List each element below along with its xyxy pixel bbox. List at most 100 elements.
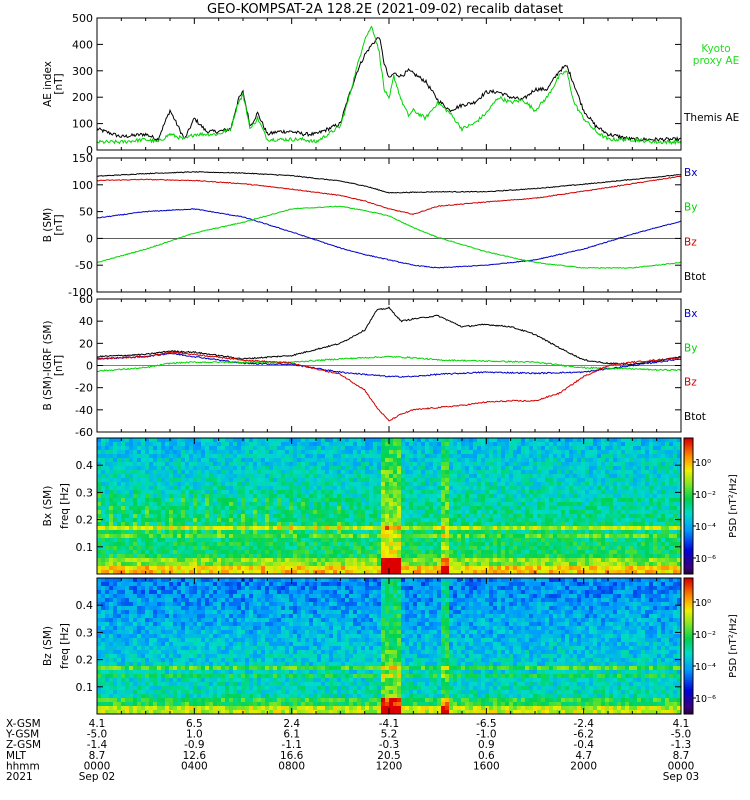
spectrogram-cell: [409, 490, 414, 495]
spectrogram-cell: [557, 562, 562, 567]
spectrogram-cell: [521, 494, 526, 499]
spectrogram-cell: [345, 482, 350, 487]
spectrogram-cell: [633, 494, 638, 499]
spectrogram-cell: [565, 538, 570, 543]
spectrogram-cell: [305, 442, 310, 447]
spectrogram-cell: [377, 538, 382, 543]
spectrogram-cell: [637, 482, 642, 487]
spectrogram-cell: [477, 474, 482, 479]
spectrogram-cell: [277, 446, 282, 451]
spectrogram-cell: [345, 506, 350, 511]
spectrogram-cell: [457, 498, 462, 503]
spectrogram-cell: [385, 482, 390, 487]
spectrogram-cell: [237, 466, 242, 471]
spectrogram-cell: [413, 546, 418, 551]
spectrogram-cell: [317, 534, 322, 539]
spectrogram-cell: [113, 502, 118, 507]
spectrogram-cell: [613, 542, 618, 547]
spectrogram-cell: [545, 486, 550, 491]
spectrogram-cell: [297, 450, 302, 455]
spectrogram-cell: [445, 466, 450, 471]
spectrogram-cell: [393, 474, 398, 479]
spectrogram-cell: [185, 502, 190, 507]
spectrogram-cell: [481, 542, 486, 547]
spectrogram-cell: [553, 510, 558, 515]
spectrogram-cell: [645, 466, 650, 471]
spectrogram-cell: [493, 446, 498, 451]
spectrogram-cell: [121, 510, 126, 515]
spectrogram-cell: [501, 550, 506, 555]
spectrogram-cell: [257, 450, 262, 455]
spectrogram-cell: [213, 470, 218, 475]
y-axis-label: B (SM): [42, 208, 54, 242]
spectrogram-cell: [645, 558, 650, 563]
spectrogram-cell: [649, 462, 654, 467]
spectrogram-cell: [149, 470, 154, 475]
spectrogram-cell: [133, 566, 138, 571]
spectrogram-cell: [209, 526, 214, 531]
spectrogram-cell: [329, 446, 334, 451]
spectrogram-cell: [505, 466, 510, 471]
spectrogram-cell: [229, 546, 234, 551]
spectrogram-cell: [417, 438, 422, 443]
spectrogram-cell: [561, 458, 566, 463]
spectrogram-cell: [569, 482, 574, 487]
spectrogram-cell: [141, 510, 146, 515]
spectrogram-cell: [201, 470, 206, 475]
spectrogram-cell: [201, 542, 206, 547]
spectrogram-cell: [377, 494, 382, 499]
spectrogram-cell: [345, 478, 350, 483]
spectrogram-cell: [113, 482, 118, 487]
spectrogram-cell: [173, 518, 178, 523]
spectrogram-cell: [593, 562, 598, 567]
spectrogram-cell: [629, 478, 634, 483]
spectrogram-cell: [561, 566, 566, 571]
spectrogram-cell: [385, 554, 390, 559]
spectrogram-cell: [173, 446, 178, 451]
spectrogram-cell: [289, 462, 294, 467]
spectrogram-cell: [133, 474, 138, 479]
spectrogram-cell: [625, 502, 630, 507]
spectrogram-cell: [201, 454, 206, 459]
spectrogram-cell: [509, 470, 514, 475]
spectrogram-cell: [457, 450, 462, 455]
spectrogram-cell: [285, 450, 290, 455]
spectrogram-cell: [157, 450, 162, 455]
spectrogram-cell: [293, 514, 298, 519]
spectrogram-cell: [533, 522, 538, 527]
spectrogram-cell: [109, 490, 114, 495]
spectrogram-cell: [345, 514, 350, 519]
spectrogram-cell: [521, 554, 526, 559]
spectrogram-cell: [393, 546, 398, 551]
spectrogram-cell: [185, 442, 190, 447]
spectrogram-cell: [121, 446, 126, 451]
spectrogram-cell: [465, 570, 470, 575]
spectrogram-cell: [125, 518, 130, 523]
spectrogram-cell: [177, 446, 182, 451]
spectrogram-cell: [213, 450, 218, 455]
spectrogram-cell: [321, 470, 326, 475]
spectrogram-cell: [541, 566, 546, 571]
spectrogram-cell: [273, 454, 278, 459]
spectrogram-cell: [189, 486, 194, 491]
spectrogram-cell: [605, 506, 610, 511]
spectrogram-cell: [533, 482, 538, 487]
spectrogram-cell: [289, 470, 294, 475]
spectrogram-cell: [209, 458, 214, 463]
spectrogram-cell: [169, 498, 174, 503]
spectrogram-cell: [369, 550, 374, 555]
spectrogram-cell: [621, 570, 626, 575]
spectrogram-cell: [569, 490, 574, 495]
spectrogram-cell: [317, 442, 322, 447]
spectrogram-cell: [549, 442, 554, 447]
spectrogram-cell: [393, 490, 398, 495]
spectrogram-cell: [493, 526, 498, 531]
spectrogram-cell: [341, 498, 346, 503]
spectrogram-cell: [525, 538, 530, 543]
spectrogram-cell: [617, 502, 622, 507]
spectrogram-cell: [361, 450, 366, 455]
spectrogram-cell: [397, 570, 402, 575]
spectrogram-cell: [589, 546, 594, 551]
spectrogram-cell: [97, 494, 102, 499]
spectrogram-cell: [281, 474, 286, 479]
